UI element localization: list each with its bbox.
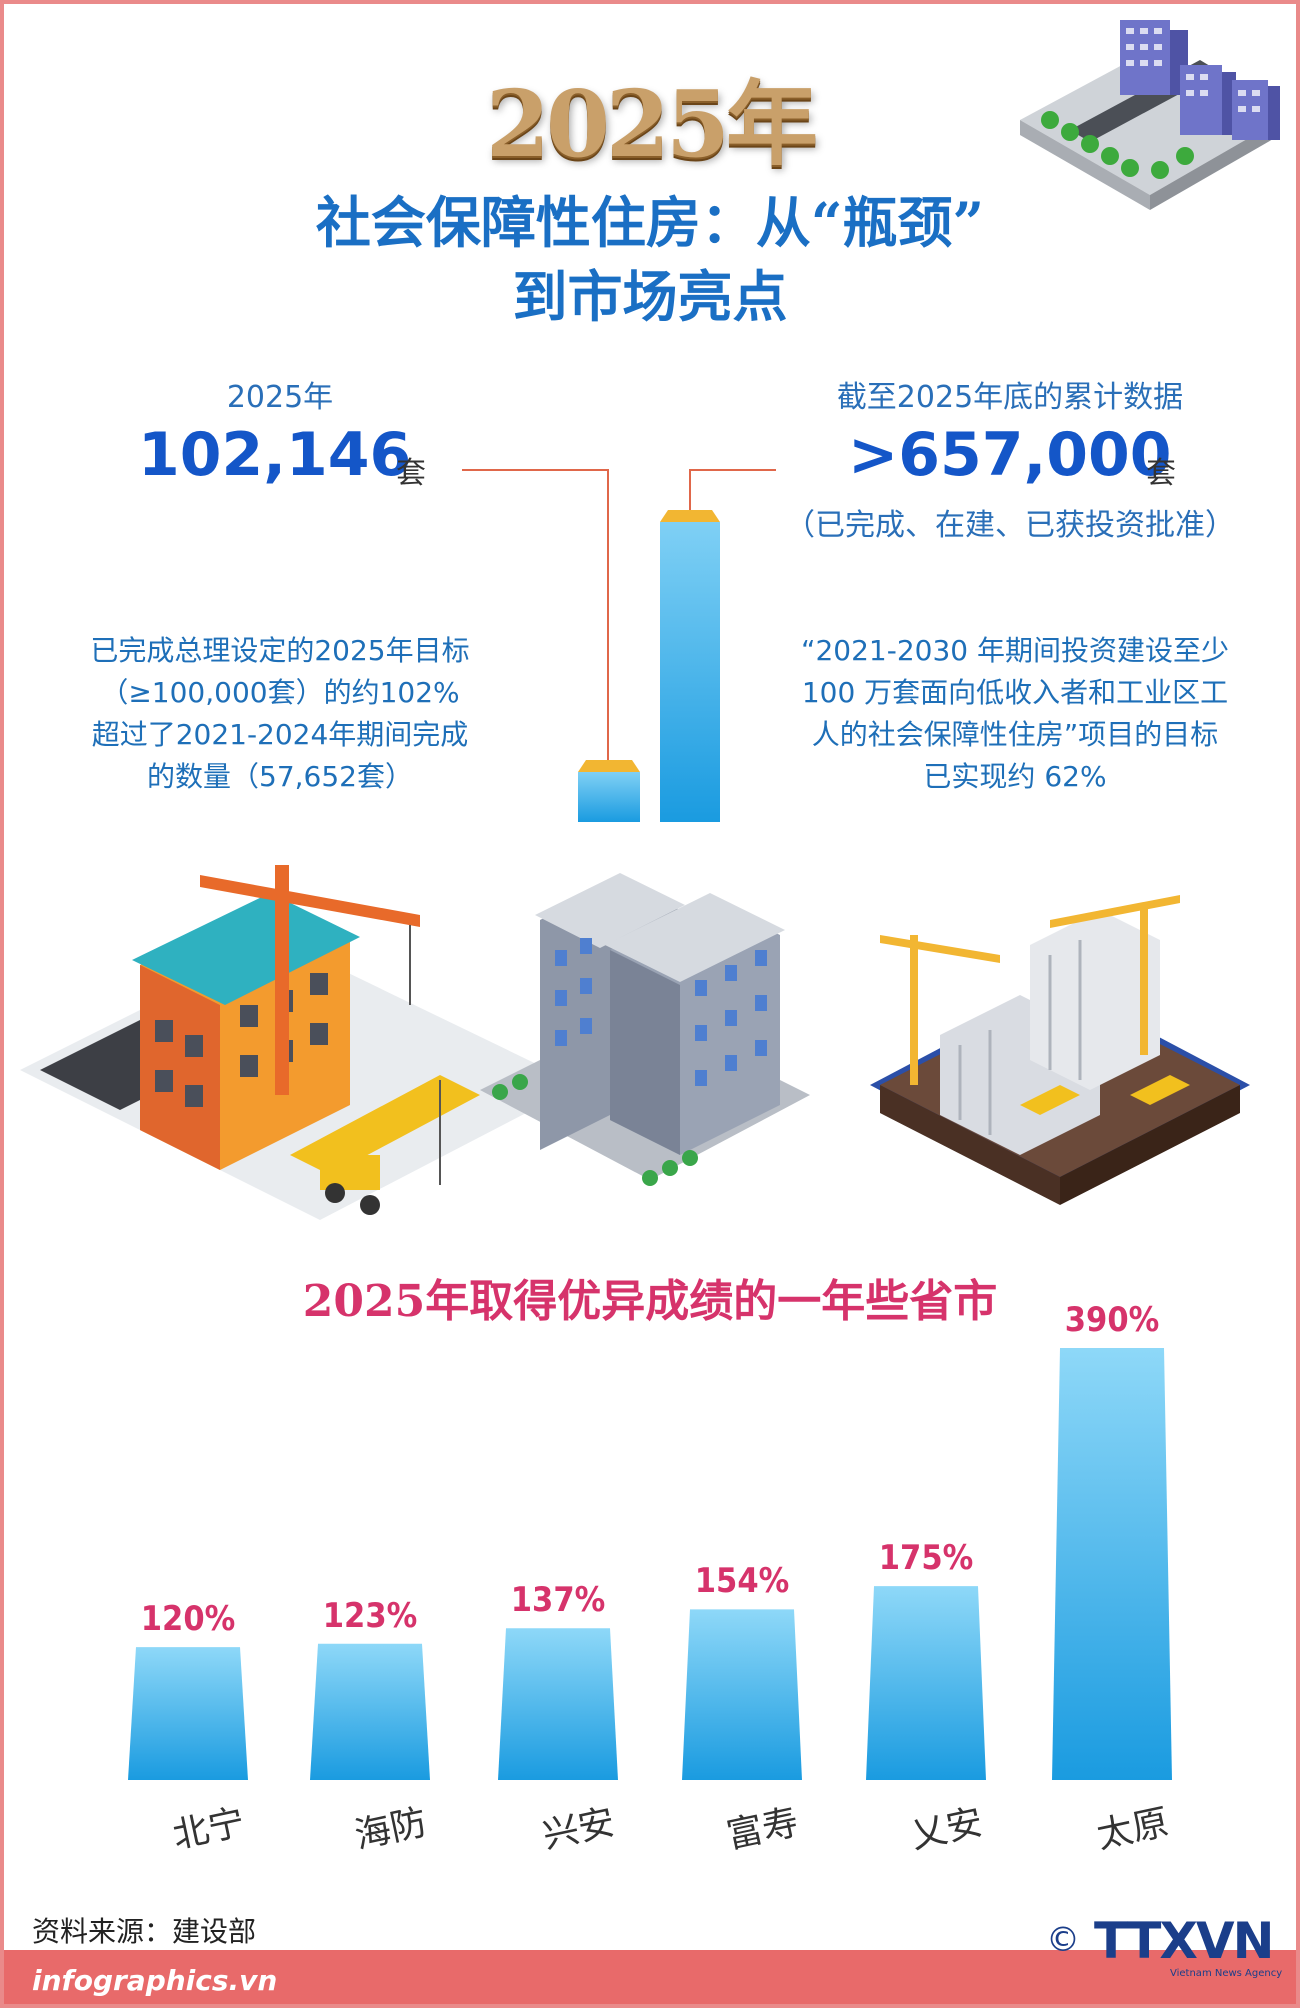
building-under-construction-illustration bbox=[870, 895, 1250, 1205]
left-stat-value: 102,146 bbox=[138, 420, 412, 490]
bar-value-label: 175% bbox=[878, 1538, 974, 1579]
category-label: 兴安 bbox=[539, 1801, 619, 1857]
right-stat-sub: （已完成、在建、已获投资批准） bbox=[785, 508, 1235, 543]
right-note-line: 已实现约 62% bbox=[923, 760, 1107, 793]
bar-value-label: 154% bbox=[694, 1561, 790, 1602]
left-note: 已完成总理设定的2025年目标 （≥100,000套）的约102% 超过了202… bbox=[40, 630, 520, 798]
bar-富寿 bbox=[682, 1609, 802, 1780]
category-label: 富寿 bbox=[723, 1801, 803, 1857]
construction-site-illustration bbox=[20, 865, 580, 1220]
footer-bar bbox=[4, 1950, 1296, 2004]
copyright-symbol: © bbox=[1046, 1920, 1080, 1960]
ttxvn-logo-subtitle: Vietnam News Agency bbox=[1170, 1968, 1283, 1979]
bar-value-label: 120% bbox=[140, 1599, 236, 1640]
chart-title: 2025年取得优异成绩的一年些省市 bbox=[302, 1276, 998, 1327]
apartment-building-illustration bbox=[480, 873, 810, 1186]
footer-url[interactable]: infographics.vn bbox=[32, 1964, 278, 1997]
right-note-line: 人的社会保障性住房”项目的目标 bbox=[811, 718, 1219, 751]
category-label: 海防 bbox=[351, 1801, 431, 1857]
headline-line-2: 到市场亮点 bbox=[512, 264, 788, 329]
right-note-line: “2021-2030 年期间投资建设至少 bbox=[800, 634, 1230, 667]
bar-value-label: 123% bbox=[322, 1595, 418, 1636]
bar-乂安 bbox=[866, 1586, 986, 1780]
city-illustration bbox=[1020, 20, 1280, 210]
year-title: 2025年 bbox=[485, 70, 818, 178]
left-stat-label: 2025年 bbox=[226, 380, 334, 415]
bar-value-label: 137% bbox=[510, 1580, 606, 1621]
right-stat-value: >657,000 bbox=[848, 420, 1172, 490]
right-stat-unit: 套 bbox=[1146, 456, 1176, 491]
bar-北宁 bbox=[128, 1647, 248, 1780]
right-note-line: 100 万套面向低收入者和工业区工 bbox=[801, 676, 1229, 709]
left-stat-unit: 套 bbox=[396, 456, 426, 491]
bar-海防 bbox=[310, 1643, 430, 1780]
bar-兴安 bbox=[498, 1628, 618, 1780]
left-note-line: （≥100,000套）的约102% bbox=[100, 676, 460, 709]
left-note-line: 已完成总理设定的2025年目标 bbox=[90, 634, 470, 667]
comparison-bars bbox=[462, 469, 776, 822]
right-stat-label: 截至2025年底的累计数据 bbox=[836, 380, 1184, 415]
category-label: 北宁 bbox=[169, 1801, 249, 1857]
category-label: 乂安 bbox=[907, 1801, 987, 1857]
ttxvn-logo: TTXVN bbox=[1094, 1912, 1274, 1970]
bar-太原 bbox=[1052, 1348, 1172, 1780]
source-note: 资料来源：建设部 bbox=[32, 1915, 257, 1948]
left-note-line: 超过了2021-2024年期间完成 bbox=[91, 718, 469, 751]
category-label: 太原 bbox=[1093, 1801, 1173, 1857]
headline-line-1: 社会保障性住房：从“瓶颈” bbox=[315, 190, 985, 255]
right-note: “2021-2030 年期间投资建设至少 100 万套面向低收入者和工业区工 人… bbox=[760, 630, 1270, 798]
left-note-line: 的数量（57,652套） bbox=[147, 760, 413, 793]
